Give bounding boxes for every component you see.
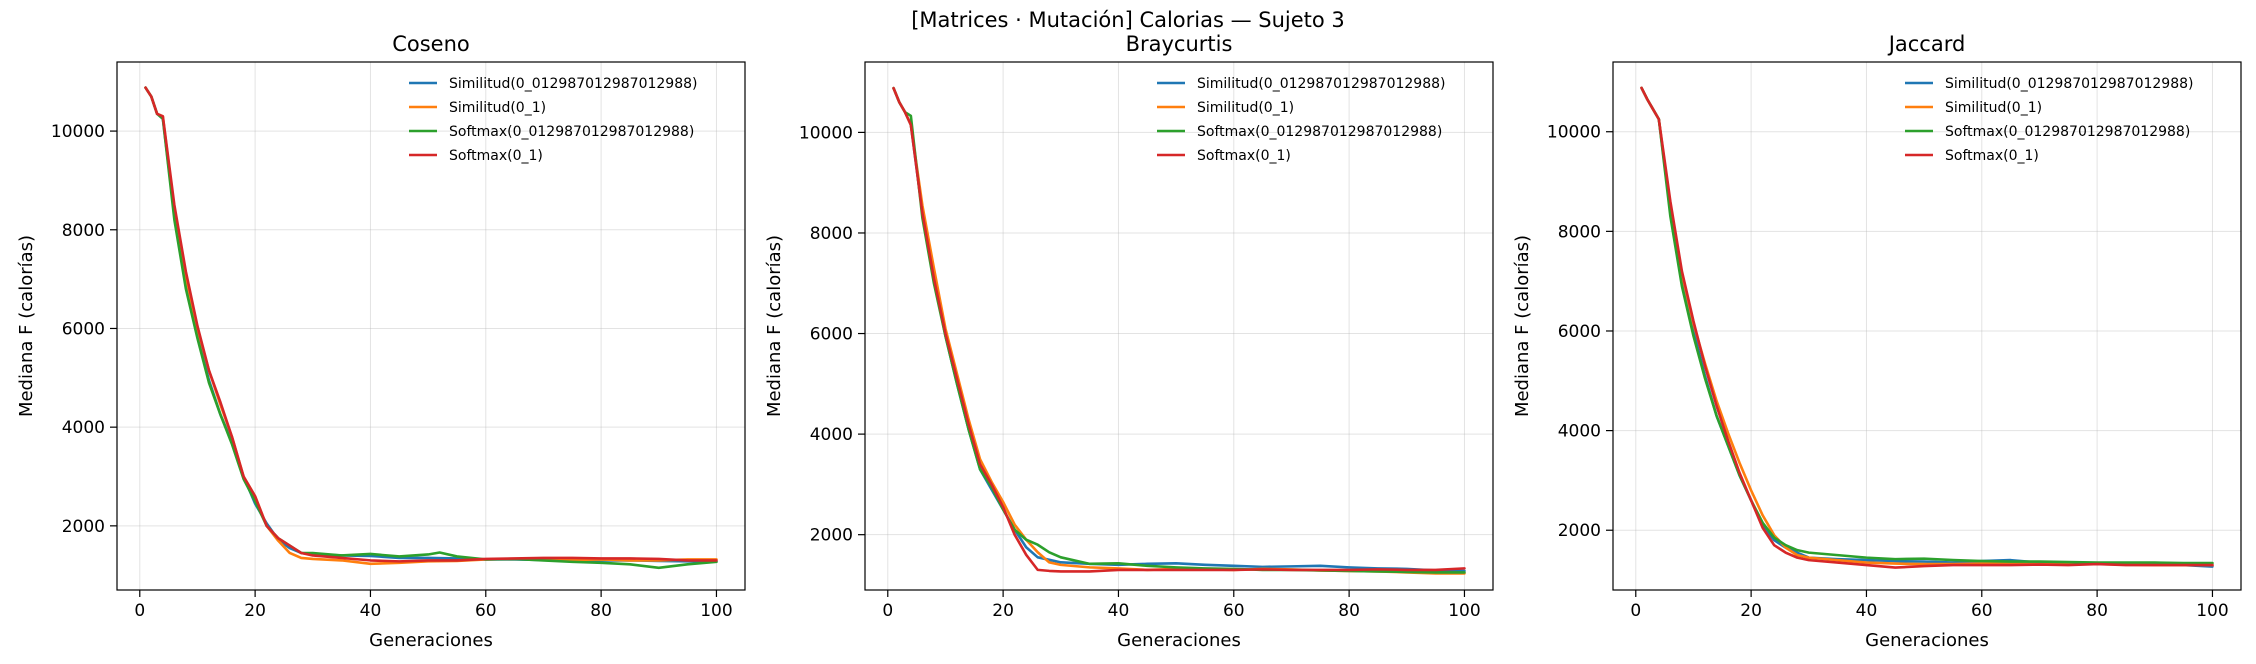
legend-entry-3: Softmax(0_012987012987012988): [449, 124, 694, 140]
legend-entry-4: Softmax(0_1): [1197, 148, 1291, 164]
x-axis-label: Generaciones: [1865, 630, 1989, 651]
x-tick-label: 40: [1108, 601, 1130, 621]
series-line-2: [1640, 86, 2214, 567]
x-tick-label: 20: [992, 601, 1014, 621]
chart-panel-jaccard: 0 20 40 60 80 100 2000 4000 6000 8000 10000 Jaccard…: [1512, 32, 2242, 651]
chart-panel-coseno: 0 20 40 60 80 100 2000 4000 6000 8000 10000 Coseno G…: [16, 32, 746, 651]
legend-entry-2: Similitud(0_1): [1945, 100, 2042, 116]
panel-title: Coseno: [392, 32, 470, 56]
series-line-1: [144, 86, 718, 563]
y-tick-label: 10000: [51, 122, 105, 142]
series-line-2: [144, 86, 718, 566]
x-tick-label: 100: [1448, 601, 1480, 621]
y-tick-label: 10000: [1547, 123, 1601, 143]
x-tick-label: 100: [2196, 601, 2228, 621]
y-axis-label: Mediana F (calorías): [16, 235, 37, 417]
legend-entry-2: Similitud(0_1): [1197, 100, 1294, 116]
legend-entry-3: Softmax(0_012987012987012988): [1945, 124, 2190, 140]
x-tick-label: 0: [134, 601, 145, 621]
series-line-3: [1640, 86, 2214, 565]
y-axis-label: Mediana F (calorías): [764, 235, 785, 417]
legend-entry-2: Similitud(0_1): [449, 100, 546, 116]
y-tick-label: 6000: [1558, 322, 1601, 342]
y-tick-label: 2000: [810, 526, 853, 546]
legend-entry-1: Similitud(0_012987012987012988): [1197, 76, 1446, 92]
x-tick-label: 80: [2086, 601, 2108, 621]
y-tick-label: 4000: [62, 418, 105, 438]
axes-frame: [1612, 61, 2242, 591]
x-tick-label: 60: [475, 601, 497, 621]
x-tick-label: 40: [360, 601, 382, 621]
legend-entry-4: Softmax(0_1): [449, 148, 543, 164]
y-tick-label: 2000: [1558, 521, 1601, 541]
y-tick-label: 10000: [799, 123, 853, 143]
x-axis-label: Generaciones: [369, 630, 493, 651]
y-tick-label: 6000: [62, 319, 105, 339]
x-tick-label: 100: [700, 601, 732, 621]
series-line-1: [892, 86, 1466, 573]
y-tick-label: 4000: [810, 425, 853, 445]
y-tick-label: 8000: [810, 224, 853, 244]
series-line-3: [144, 86, 718, 570]
y-tick-label: 2000: [62, 517, 105, 537]
figure-title: [Matrices · Mutación] Calorias — Sujeto …: [911, 8, 1345, 32]
series-line-1: [1640, 86, 2214, 568]
x-tick-label: 60: [1971, 601, 1993, 621]
legend-entry-1: Similitud(0_012987012987012988): [1945, 76, 2194, 92]
x-tick-label: 80: [1338, 601, 1360, 621]
x-tick-label: 0: [882, 601, 893, 621]
panel-title: Braycurtis: [1126, 32, 1233, 56]
series-line-2: [892, 86, 1466, 575]
series-line-3: [892, 86, 1466, 574]
legend-entry-3: Softmax(0_012987012987012988): [1197, 124, 1442, 140]
y-tick-label: 8000: [1558, 222, 1601, 242]
x-tick-label: 60: [1223, 601, 1245, 621]
y-tick-label: 4000: [1558, 422, 1601, 442]
x-tick-label: 20: [1740, 601, 1762, 621]
x-tick-label: 20: [244, 601, 266, 621]
series-line-4: [1640, 86, 2214, 569]
legend-entry-4: Softmax(0_1): [1945, 148, 2039, 164]
series-line-4: [892, 86, 1466, 573]
x-tick-label: 0: [1630, 601, 1641, 621]
x-axis-label: Generaciones: [1117, 630, 1241, 651]
series-line-4: [144, 86, 718, 563]
axes-frame: [864, 61, 1494, 591]
y-axis-label: Mediana F (calorías): [1512, 235, 1533, 417]
legend-entry-1: Similitud(0_012987012987012988): [449, 76, 698, 92]
x-tick-label: 40: [1856, 601, 1878, 621]
x-tick-label: 80: [590, 601, 612, 621]
axes-frame: [116, 61, 746, 591]
chart-panel-braycurtis: 0 20 40 60 80 100 2000 4000 6000 8000 10000 Braycur…: [764, 32, 1494, 651]
panel-title: Jaccard: [1887, 32, 1966, 56]
y-tick-label: 6000: [810, 325, 853, 345]
y-tick-label: 8000: [62, 221, 105, 241]
